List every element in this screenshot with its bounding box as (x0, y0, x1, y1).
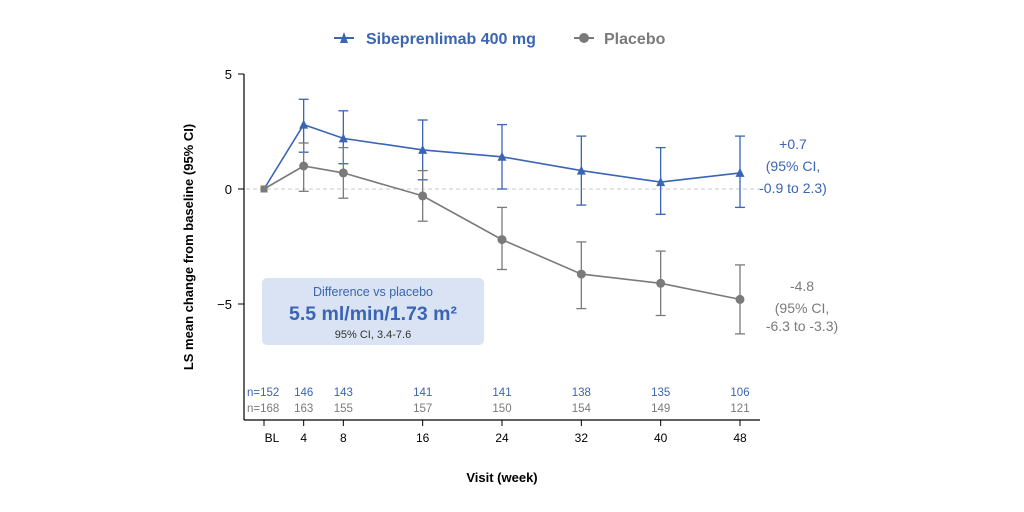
y-tick-label: 5 (225, 67, 232, 82)
end-label-placebo: -6.3 to -3.3) (766, 318, 838, 334)
n-value-placebo: 150 (492, 403, 511, 415)
placebo-point (576, 269, 586, 279)
placebo-point (735, 294, 745, 304)
end-label-sibeprenlimab: -0.9 to 2.3) (759, 180, 827, 196)
sibeprenlimab-point (735, 167, 745, 177)
sibeprenlimab-point (338, 133, 348, 143)
x-ticks: BL 4 8 16 24 32 40 48 (263, 420, 747, 445)
n-at-risk: n=152 146 143 141 141 138 135 106 n=168 163 155 157… (247, 387, 750, 415)
x-tick-label: 48 (733, 431, 747, 445)
n-value-placebo: 163 (294, 403, 313, 415)
y-tick-label: −5 (217, 297, 232, 312)
x-tick-label: 32 (575, 431, 589, 445)
x-tick-label: BL (265, 431, 280, 445)
annotation-ci: 95% CI, 3.4-7.6 (335, 329, 411, 341)
legend-label-placebo: Placebo (604, 31, 666, 48)
sibeprenlimab-point (576, 165, 586, 175)
series-placebo (260, 142, 745, 335)
sibeprenlimab-point (656, 177, 666, 187)
legend-marker-placebo (579, 33, 589, 43)
x-axis-title: Visit (week) (466, 470, 537, 485)
y-axis-title: LS mean change from baseline (95% CI) (181, 124, 196, 370)
n-value-sibeprenlimab: 138 (572, 387, 591, 399)
n-label-sibeprenlimab: n=152 (247, 387, 279, 399)
n-value-sibeprenlimab: 146 (294, 387, 313, 399)
annotation-value: 5.5 ml/min/1.73 m² (289, 303, 457, 325)
n-value-placebo: 157 (413, 403, 432, 415)
n-value-placebo: 149 (651, 403, 670, 415)
legend-label-sibeprenlimab: Sibeprenlimab 400 mg (366, 31, 536, 48)
n-value-sibeprenlimab: 106 (730, 387, 749, 399)
annotation-box (262, 278, 484, 345)
sibeprenlimab-line (263, 123, 741, 190)
x-tick-label: 24 (495, 431, 509, 445)
y-ticks: 5 0 −5 (217, 67, 244, 312)
series-sibeprenlimab (260, 98, 745, 215)
end-label-sibeprenlimab: (95% CI, (766, 158, 820, 174)
n-value-sibeprenlimab: 135 (651, 387, 670, 399)
sibeprenlimab-point (497, 151, 507, 161)
end-label-sibeprenlimab: +0.7 (779, 136, 807, 152)
x-tick-label: 4 (300, 431, 307, 445)
n-value-placebo: 155 (334, 403, 353, 415)
x-tick-label: 8 (340, 431, 347, 445)
n-value-sibeprenlimab: 143 (334, 387, 353, 399)
y-tick-label: 0 (225, 182, 232, 197)
placebo-point (338, 168, 348, 178)
placebo-point-baseline (260, 185, 268, 193)
sibeprenlimab-point (299, 119, 309, 129)
annotation-heading: Difference vs placebo (313, 285, 433, 299)
n-value-placebo: 121 (730, 403, 749, 415)
placebo-point (656, 278, 666, 288)
difference-annotation: Difference vs placebo 5.5 ml/min/1.73 m²… (262, 278, 484, 345)
end-label-placebo: (95% CI, (775, 300, 829, 316)
sibeprenlimab-point (418, 144, 428, 154)
end-label-placebo: -4.8 (790, 278, 814, 294)
legend: Sibeprenlimab 400 mg Placebo (334, 31, 666, 48)
x-tick-label: 40 (654, 431, 668, 445)
series-layer (260, 98, 745, 335)
placebo-line (263, 165, 741, 301)
placebo-point (299, 161, 309, 171)
placebo-point (418, 191, 428, 201)
n-value-sibeprenlimab: 141 (492, 387, 511, 399)
placebo-point (497, 235, 507, 245)
n-value-sibeprenlimab: 141 (413, 387, 432, 399)
x-tick-label: 16 (416, 431, 430, 445)
n-label-placebo: n=168 (247, 403, 279, 415)
end-labels: +0.7 (95% CI, -0.9 to 2.3) -4.8 (95% CI, -6.3… (759, 136, 838, 334)
n-value-placebo: 154 (572, 403, 592, 415)
